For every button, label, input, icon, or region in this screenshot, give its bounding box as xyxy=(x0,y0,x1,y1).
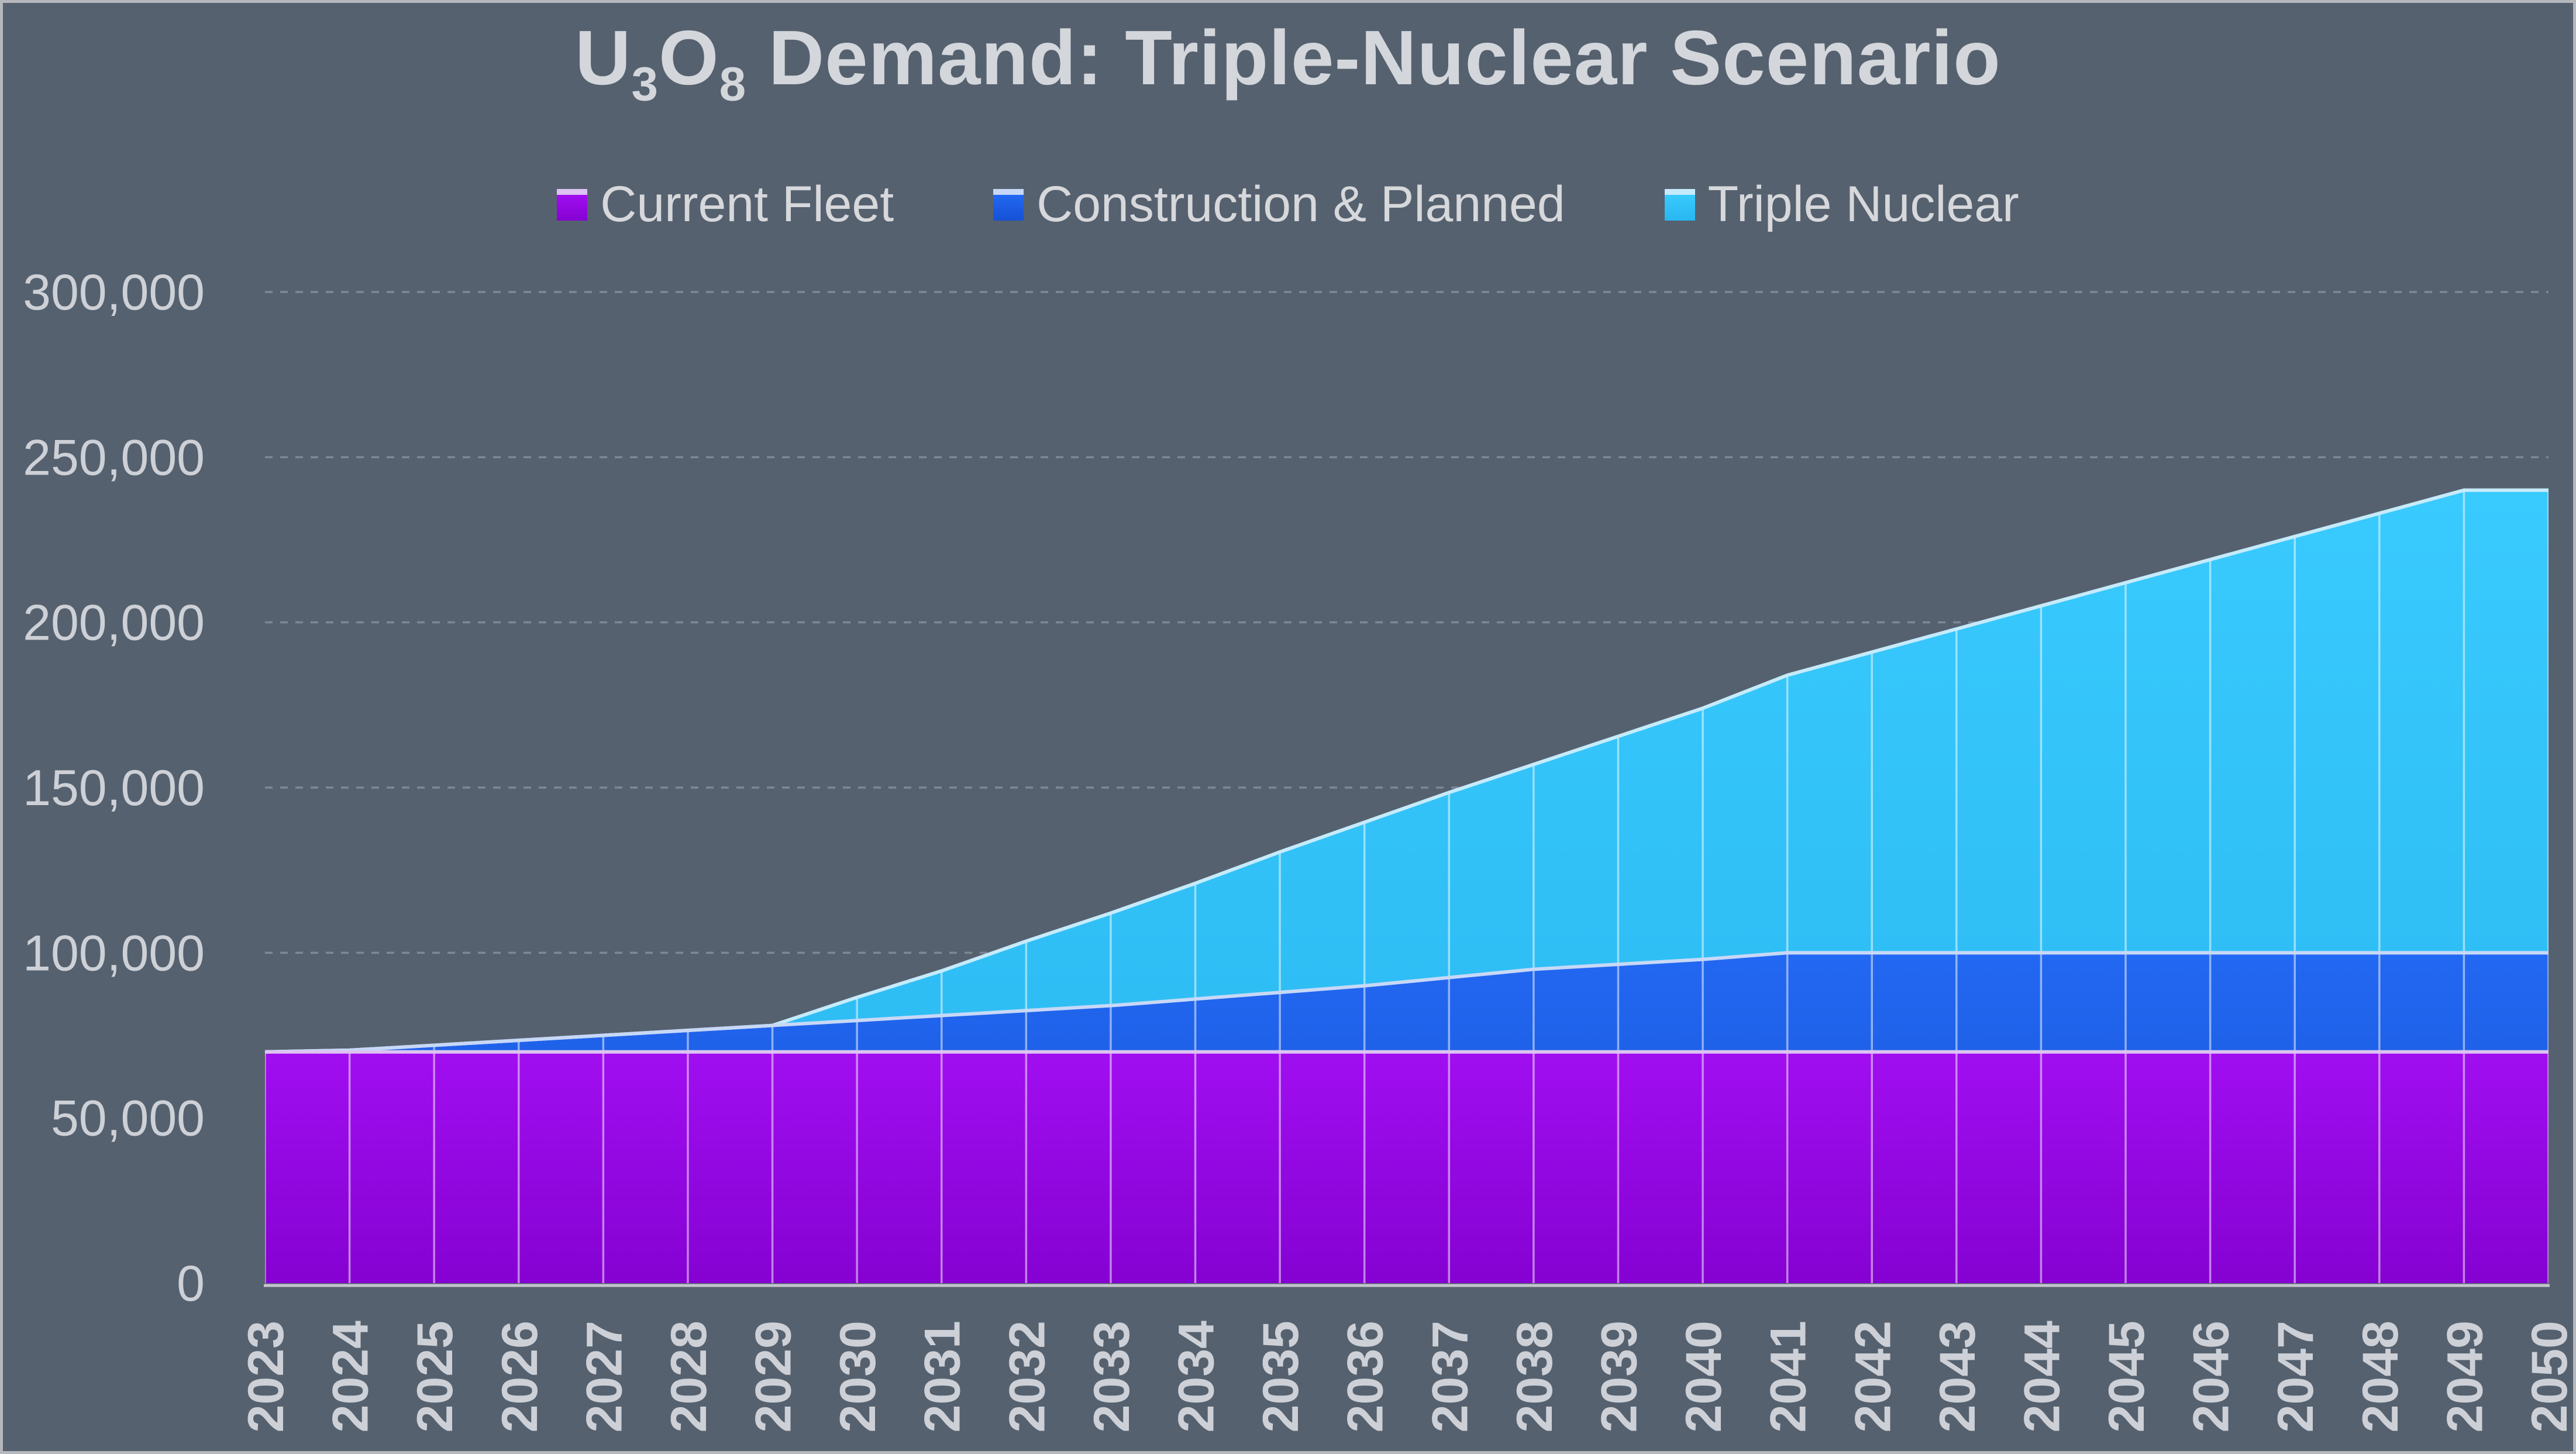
y-tick-label: 300,000 xyxy=(23,264,205,321)
y-tick-label: 250,000 xyxy=(23,429,205,486)
x-tick-label: 2032 xyxy=(999,1321,1055,1432)
legend: Current Fleet Construction & Planned Tri… xyxy=(3,176,2573,233)
y-tick-label: 50,000 xyxy=(51,1091,205,1147)
x-tick-label: 2025 xyxy=(407,1321,463,1432)
construction-planned-swatch-icon xyxy=(993,188,1024,221)
x-tick-label: 2043 xyxy=(1930,1321,1986,1432)
x-tick-label: 2044 xyxy=(2014,1321,2070,1432)
x-tick-label: 2024 xyxy=(323,1321,379,1432)
x-tick-label: 2028 xyxy=(661,1321,717,1432)
y-tick-label: 200,000 xyxy=(23,595,205,651)
triple-nuclear-swatch-icon xyxy=(1664,188,1695,221)
x-tick-label: 2036 xyxy=(1338,1321,1394,1432)
x-tick-label: 2026 xyxy=(492,1321,548,1432)
x-tick-label: 2023 xyxy=(238,1321,294,1432)
x-tick-label: 2049 xyxy=(2437,1321,2493,1432)
x-tick-label: 2031 xyxy=(915,1321,971,1432)
x-tick-label: 2037 xyxy=(1422,1321,1478,1432)
x-tick-label: 2034 xyxy=(1169,1321,1225,1432)
series-top-line xyxy=(264,951,2549,1054)
title-formula-u: U xyxy=(575,15,632,101)
plot-area: 0 50,000 100,000 150,000 200,000 250,000 300,0… xyxy=(23,264,2573,1432)
legend-label: Current Fleet xyxy=(600,176,894,232)
legend-item-construction-planned[interactable]: Construction & Planned xyxy=(993,176,1565,233)
legend-item-current-fleet[interactable]: Current Fleet xyxy=(557,176,894,233)
x-tick-label: 2033 xyxy=(1084,1321,1140,1432)
y-tick-label: 0 xyxy=(177,1256,205,1312)
x-tick-label: 2046 xyxy=(2184,1321,2240,1432)
x-tick-label: 2050 xyxy=(2522,1321,2573,1432)
legend-label: Triple Nuclear xyxy=(1707,176,2019,232)
title-subscript-8: 8 xyxy=(719,57,747,111)
legend-label: Construction & Planned xyxy=(1036,176,1565,232)
x-tick-label: 2041 xyxy=(1761,1321,1817,1432)
current-fleet-swatch-icon xyxy=(557,188,588,221)
x-tick-label: 2045 xyxy=(2099,1321,2155,1432)
x-tick-label: 2029 xyxy=(746,1321,802,1432)
x-tick-label: 2027 xyxy=(576,1321,632,1432)
title-formula-o: O xyxy=(658,15,719,101)
x-tick-label: 2038 xyxy=(1507,1321,1563,1432)
x-tick-label: 2047 xyxy=(2268,1321,2324,1432)
title-subscript-3: 3 xyxy=(631,57,659,111)
area-current-fleet xyxy=(265,1051,2549,1283)
x-tick-label: 2035 xyxy=(1253,1321,1309,1432)
x-tick-label: 2039 xyxy=(1591,1321,1647,1432)
chart-title: U3O8 Demand: Triple-Nuclear Scenario xyxy=(3,13,2573,108)
title-text: Demand: Triple-Nuclear Scenario xyxy=(746,15,2001,101)
x-tick-label: 2042 xyxy=(1845,1321,1901,1432)
legend-item-triple-nuclear[interactable]: Triple Nuclear xyxy=(1664,176,2019,233)
x-tick-label: 2030 xyxy=(830,1321,886,1432)
x-tick-label: 2040 xyxy=(1676,1321,1732,1432)
y-tick-label: 150,000 xyxy=(23,760,205,816)
y-tick-label: 100,000 xyxy=(23,925,205,981)
x-tick-label: 2048 xyxy=(2353,1321,2409,1432)
